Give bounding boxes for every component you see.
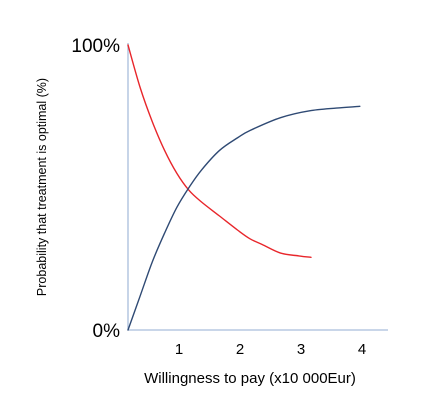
tick-labels: 1 2 3 4 0% 100% bbox=[71, 36, 366, 358]
y-tick-label: 100% bbox=[71, 36, 120, 57]
x-tick-label: 3 bbox=[297, 341, 305, 358]
series-line-2 bbox=[127, 105, 361, 331]
series-layer bbox=[127, 44, 361, 331]
y-axis-title: Probability that treatment is optimal (%… bbox=[35, 78, 49, 296]
axes bbox=[127, 43, 388, 331]
y-tick-label: 0% bbox=[93, 321, 121, 342]
x-axis-title: Willingness to pay (x10 000Eur) bbox=[144, 370, 356, 387]
x-tick-label: 4 bbox=[358, 341, 366, 358]
series-line-1 bbox=[127, 44, 312, 259]
x-tick-label: 2 bbox=[236, 341, 244, 358]
x-tick-label: 1 bbox=[175, 341, 183, 358]
